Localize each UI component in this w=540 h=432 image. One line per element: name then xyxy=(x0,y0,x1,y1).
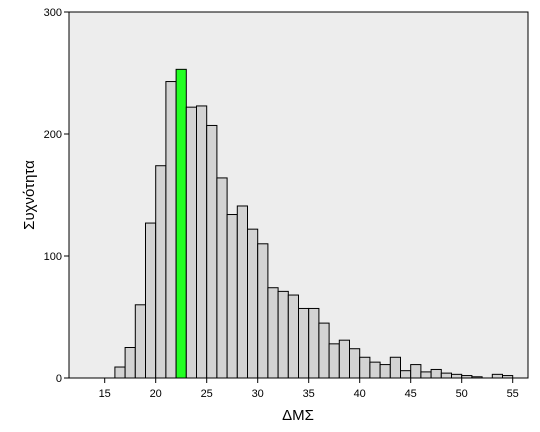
y-tick-label: 100 xyxy=(44,251,62,263)
histogram-bar xyxy=(267,287,279,379)
x-tick-label: 20 xyxy=(150,388,162,400)
histogram-bar xyxy=(165,81,177,379)
histogram-bar xyxy=(369,361,381,379)
histogram-bar xyxy=(308,307,320,379)
histogram-bar xyxy=(461,375,473,379)
histogram-bar xyxy=(226,214,238,379)
y-tick-label: 200 xyxy=(44,129,62,141)
bars-group xyxy=(114,68,514,379)
histogram-bar xyxy=(328,343,340,379)
x-tick-label: 45 xyxy=(405,388,417,400)
y-axis: 0 100 200 300 xyxy=(44,7,69,385)
histogram-bar xyxy=(389,356,401,379)
histogram-bar xyxy=(359,356,371,379)
histogram-bar xyxy=(206,124,218,379)
histogram-bar xyxy=(410,364,422,379)
histogram-bar xyxy=(502,375,514,379)
histogram-bar xyxy=(430,368,442,379)
x-tick-label: 35 xyxy=(303,388,315,400)
histogram-bar xyxy=(155,165,167,379)
histogram-bar xyxy=(124,347,136,379)
histogram-bar xyxy=(298,307,310,379)
histogram-bar xyxy=(185,106,198,379)
histogram-bar xyxy=(247,228,259,379)
histogram-bar xyxy=(236,205,249,379)
histogram-bar xyxy=(451,373,463,379)
histogram-bar xyxy=(287,294,299,379)
histogram-bar xyxy=(196,105,208,379)
histogram-bar xyxy=(114,366,126,379)
x-tick-label: 50 xyxy=(456,388,468,400)
histogram-bar xyxy=(420,371,432,379)
y-tick-label: 0 xyxy=(56,373,62,385)
histogram-bar xyxy=(491,373,503,379)
x-axis-title: ΔΜΣ xyxy=(282,407,314,424)
histogram-bar xyxy=(440,372,452,379)
x-tick-label: 25 xyxy=(201,388,213,400)
histogram-bar xyxy=(257,243,269,379)
x-tick-label: 15 xyxy=(99,388,111,400)
histogram-bar xyxy=(145,222,157,379)
histogram-bar-highlighted xyxy=(175,68,187,379)
x-tick-label: 30 xyxy=(252,388,264,400)
x-tick-label: 55 xyxy=(507,388,519,400)
y-axis-title: Συχνότητα xyxy=(21,160,38,230)
x-axis: 15 20 25 30 35 40 45 50 55 xyxy=(99,378,519,400)
histogram-bar xyxy=(216,177,228,379)
histogram-bar xyxy=(349,348,361,379)
x-tick-label: 40 xyxy=(354,388,366,400)
histogram-bar xyxy=(400,370,412,379)
histogram-bar xyxy=(471,376,483,379)
histogram-bar xyxy=(277,290,289,379)
histogram-bar xyxy=(134,304,147,379)
y-tick-label: 300 xyxy=(44,7,62,19)
histogram-bar xyxy=(338,339,350,379)
histogram-bar xyxy=(318,322,330,379)
histogram-bar xyxy=(379,364,391,379)
